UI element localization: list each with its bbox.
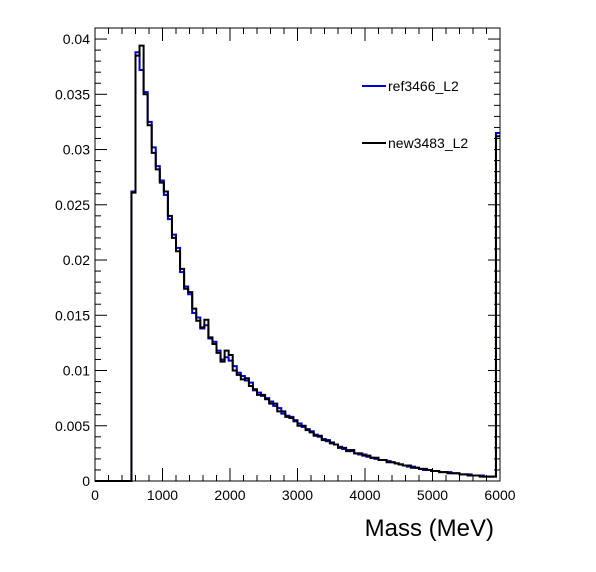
x-tick-label: 6000: [484, 487, 515, 503]
x-tick-label: 1000: [147, 487, 178, 503]
y-tick-label: 0.01: [63, 363, 90, 379]
x-axis-title: Mass (MeV): [365, 515, 494, 542]
x-tick-label: 2000: [214, 487, 245, 503]
y-tick-label: 0.025: [55, 197, 90, 213]
legend: ref3466_L2 new3483_L2: [356, 66, 494, 162]
series-line-2: [95, 44, 500, 482]
y-tick-label: 0.005: [55, 418, 90, 434]
y-tick-label: 0.03: [63, 142, 90, 158]
x-tick-label: 5000: [417, 487, 448, 503]
legend-label-1: ref3466_L2: [388, 78, 459, 94]
y-tick-label: 0.02: [63, 252, 90, 268]
y-tick-label: 0.04: [63, 31, 90, 47]
x-tick-label: 4000: [349, 487, 380, 503]
y-tick-label: 0: [82, 473, 90, 489]
axes-layer: 0 1000 2000 3000 4000 5000 6000 0 0.005 0.01 0.015…: [55, 27, 516, 503]
x-tick-label: 3000: [282, 487, 313, 503]
legend-box: [356, 66, 494, 162]
y-tick-label: 0.035: [55, 86, 90, 102]
y-tick-label: 0.015: [55, 307, 90, 323]
legend-label-2: new3483_L2: [388, 135, 468, 151]
x-tick-label: 0: [91, 487, 99, 503]
series-layer: [95, 44, 500, 482]
